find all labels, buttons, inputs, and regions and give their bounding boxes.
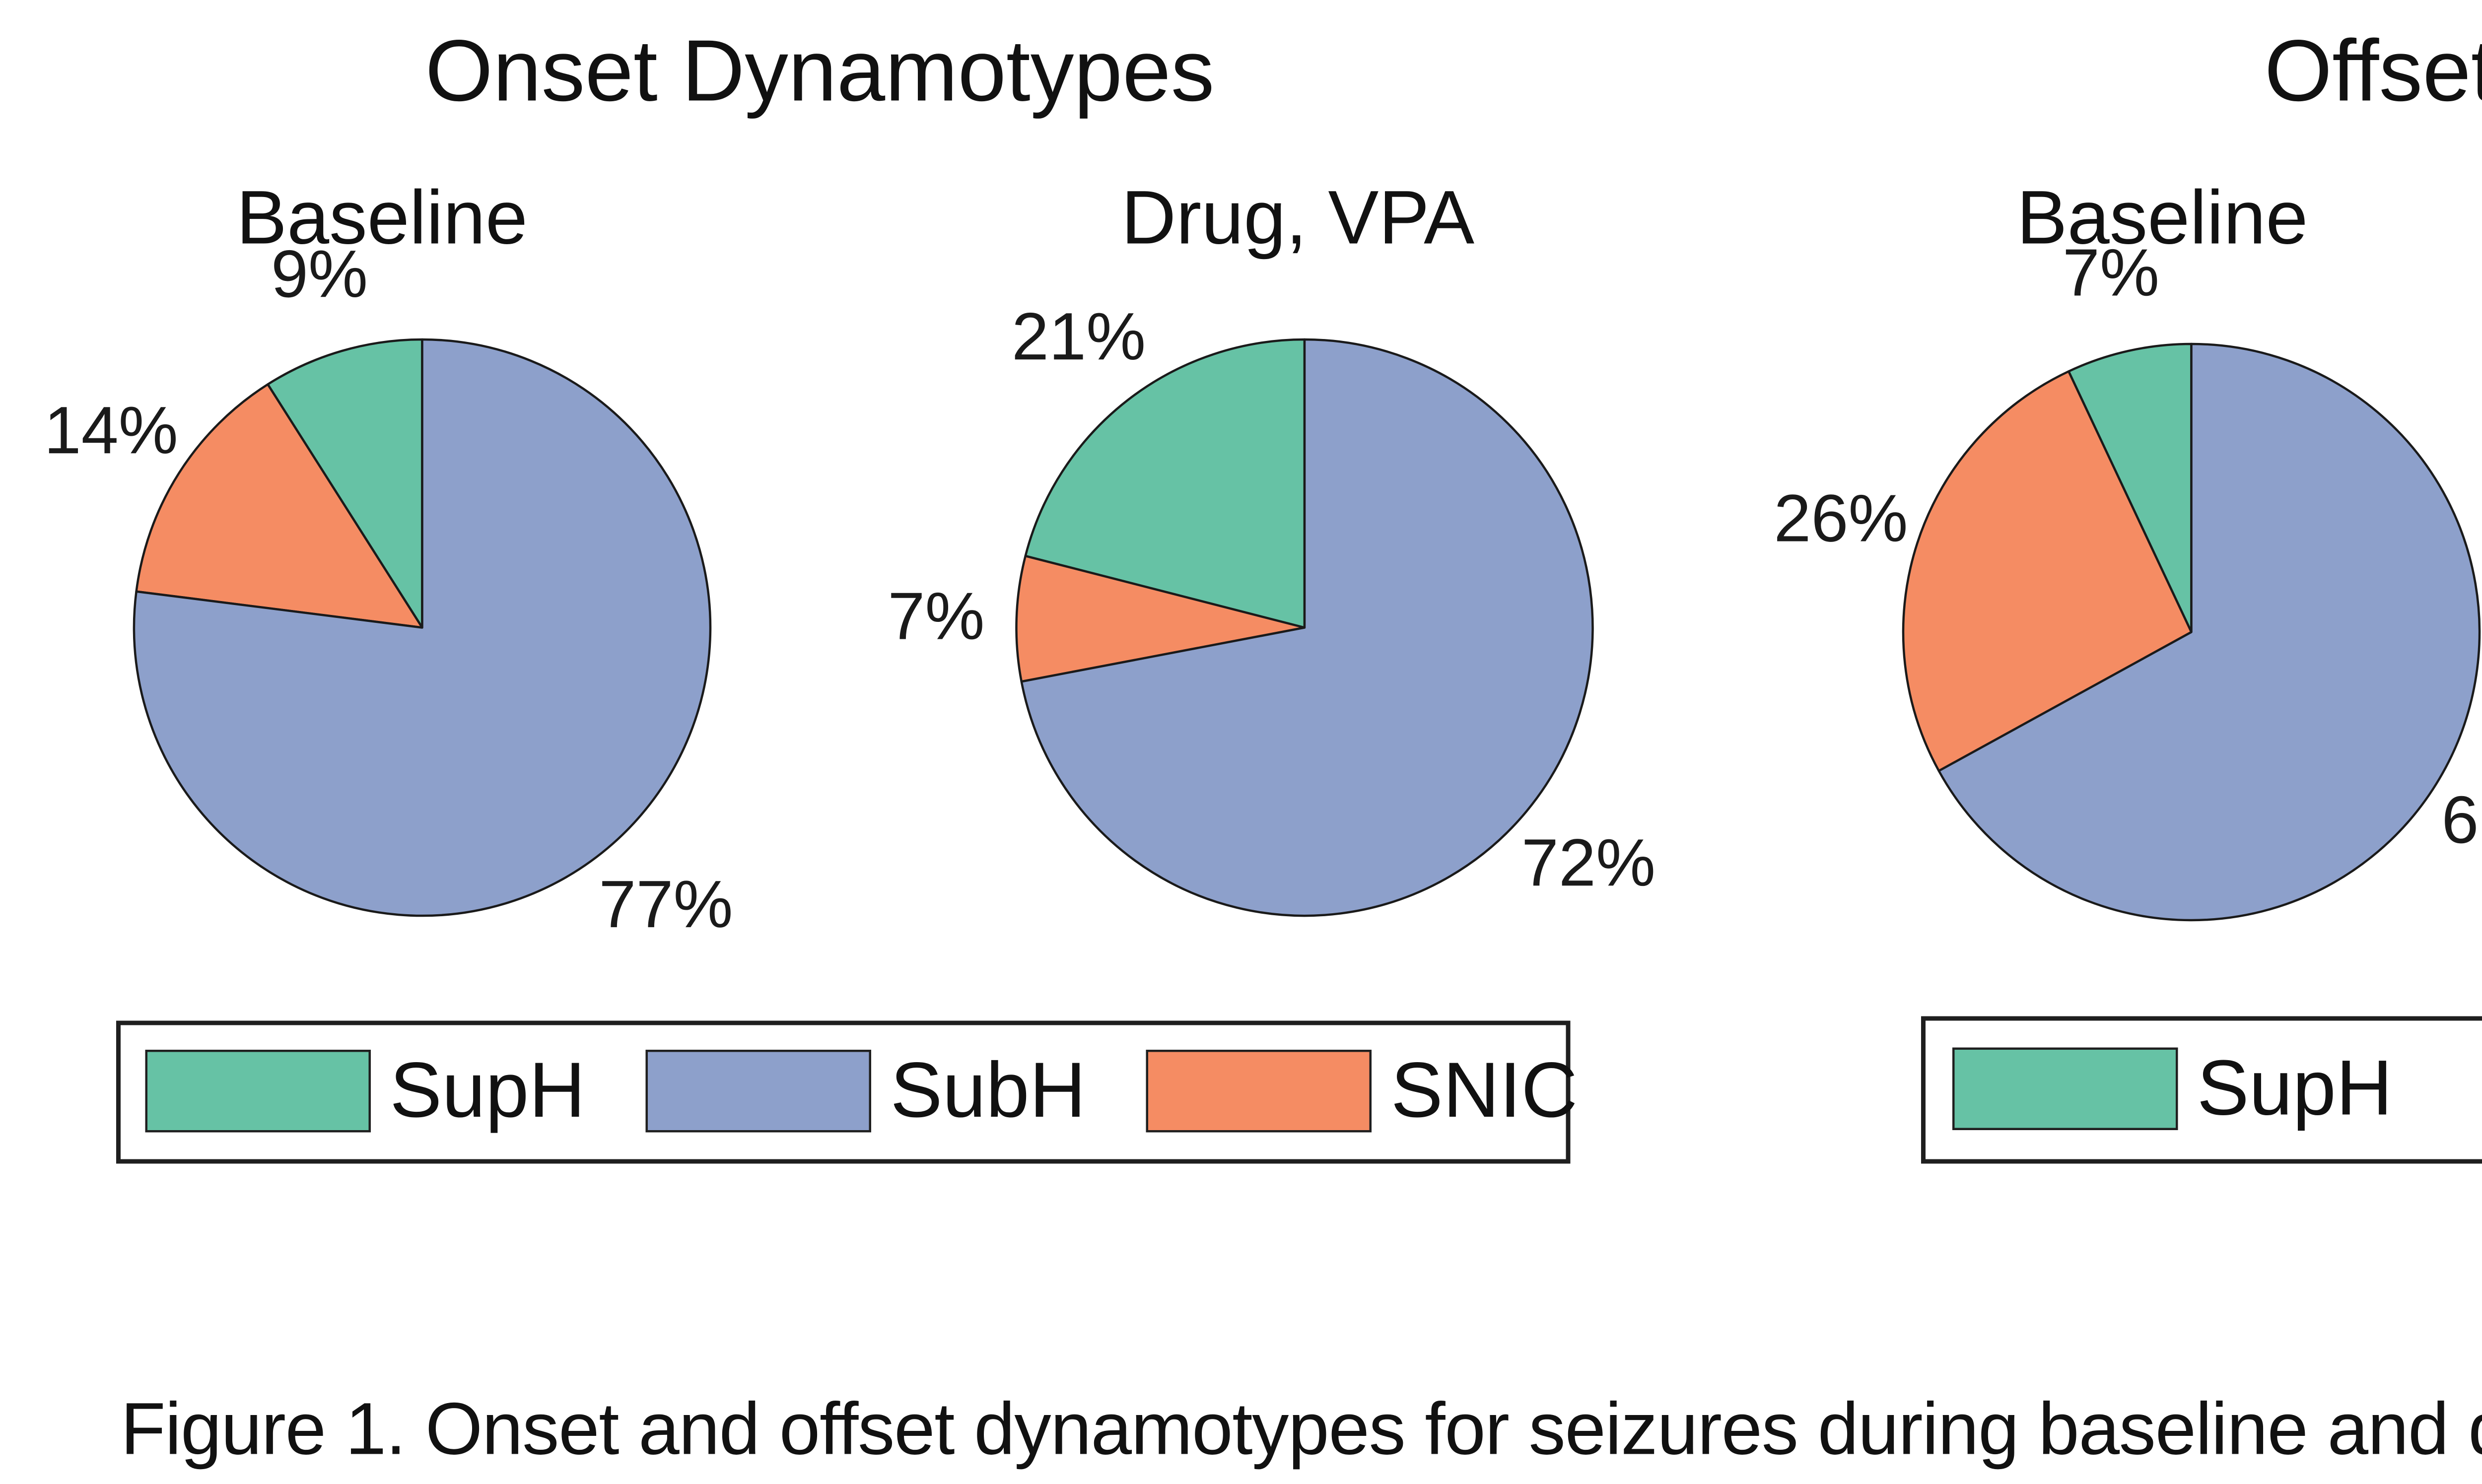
legend-label-snic: SNIC — [1390, 1047, 1578, 1135]
pie-slice-flc — [1937, 342, 2481, 922]
offset-legend: SupH FLC SNIC — [1921, 1015, 2482, 1163]
pie-percent-label-subh: 72% — [1521, 825, 1655, 900]
pie-slice-suph — [267, 338, 423, 629]
pie-onset-drug-vpa: 21% 7% 72% — [888, 299, 1655, 917]
onset-legend: SupH SubH SNIC — [116, 1019, 1578, 1163]
pie-percent-label-subh: 77% — [599, 867, 733, 942]
pie-offset-baseline: 7% 26% 67% — [1774, 235, 2482, 922]
pie-slice-subh — [133, 338, 712, 917]
legend-item-subh: SubH — [645, 1047, 1086, 1135]
offset-panel-title: Offset Dynamotypes — [2264, 24, 2482, 121]
onset-panel-title: Onset Dynamotypes — [425, 24, 1215, 121]
pie-slice-subh — [1020, 338, 1594, 917]
legend-item-suph: SupH — [145, 1047, 586, 1135]
legend-label-suph: SupH — [2197, 1045, 2393, 1133]
pie-slice-suph — [2068, 342, 2193, 633]
pie-percent-label-snic: 26% — [1774, 481, 1908, 556]
snic-color-swatch — [1146, 1049, 1371, 1133]
onset-drug-subtitle: Drug, VPA — [1121, 176, 1475, 262]
onset-baseline-subtitle: Baseline — [236, 176, 528, 262]
subh-color-swatch — [645, 1049, 871, 1133]
legend-item-suph: SupH — [1952, 1047, 2393, 1131]
legend-label-subh: SubH — [890, 1047, 1086, 1135]
pie-slice-snic — [135, 383, 423, 629]
offset-baseline-subtitle: Baseline — [2016, 176, 2308, 262]
legend-item-snic: SNIC — [1146, 1049, 1578, 1133]
figure-caption: Figure 1. Onset and offset dynamotypes f… — [121, 1387, 2482, 1470]
legend-label-suph: SupH — [390, 1047, 586, 1135]
suph-color-swatch — [1952, 1047, 2177, 1131]
pie-percent-label-suph: 9% — [271, 236, 368, 311]
pie-percent-label-suph: 21% — [1012, 299, 1146, 374]
pie-slice-snic — [1015, 554, 1306, 683]
pie-onset-baseline: 9% 14% 77% — [44, 236, 733, 942]
pie-percent-label-suph: 7% — [2063, 235, 2159, 310]
pie-percent-label-flc: 67% — [2441, 782, 2482, 857]
pie-slice-suph — [1024, 338, 1306, 629]
suph-color-swatch — [145, 1049, 370, 1133]
pie-percent-label-snic: 14% — [44, 393, 178, 468]
pie-percent-label-snic: 7% — [888, 579, 984, 654]
